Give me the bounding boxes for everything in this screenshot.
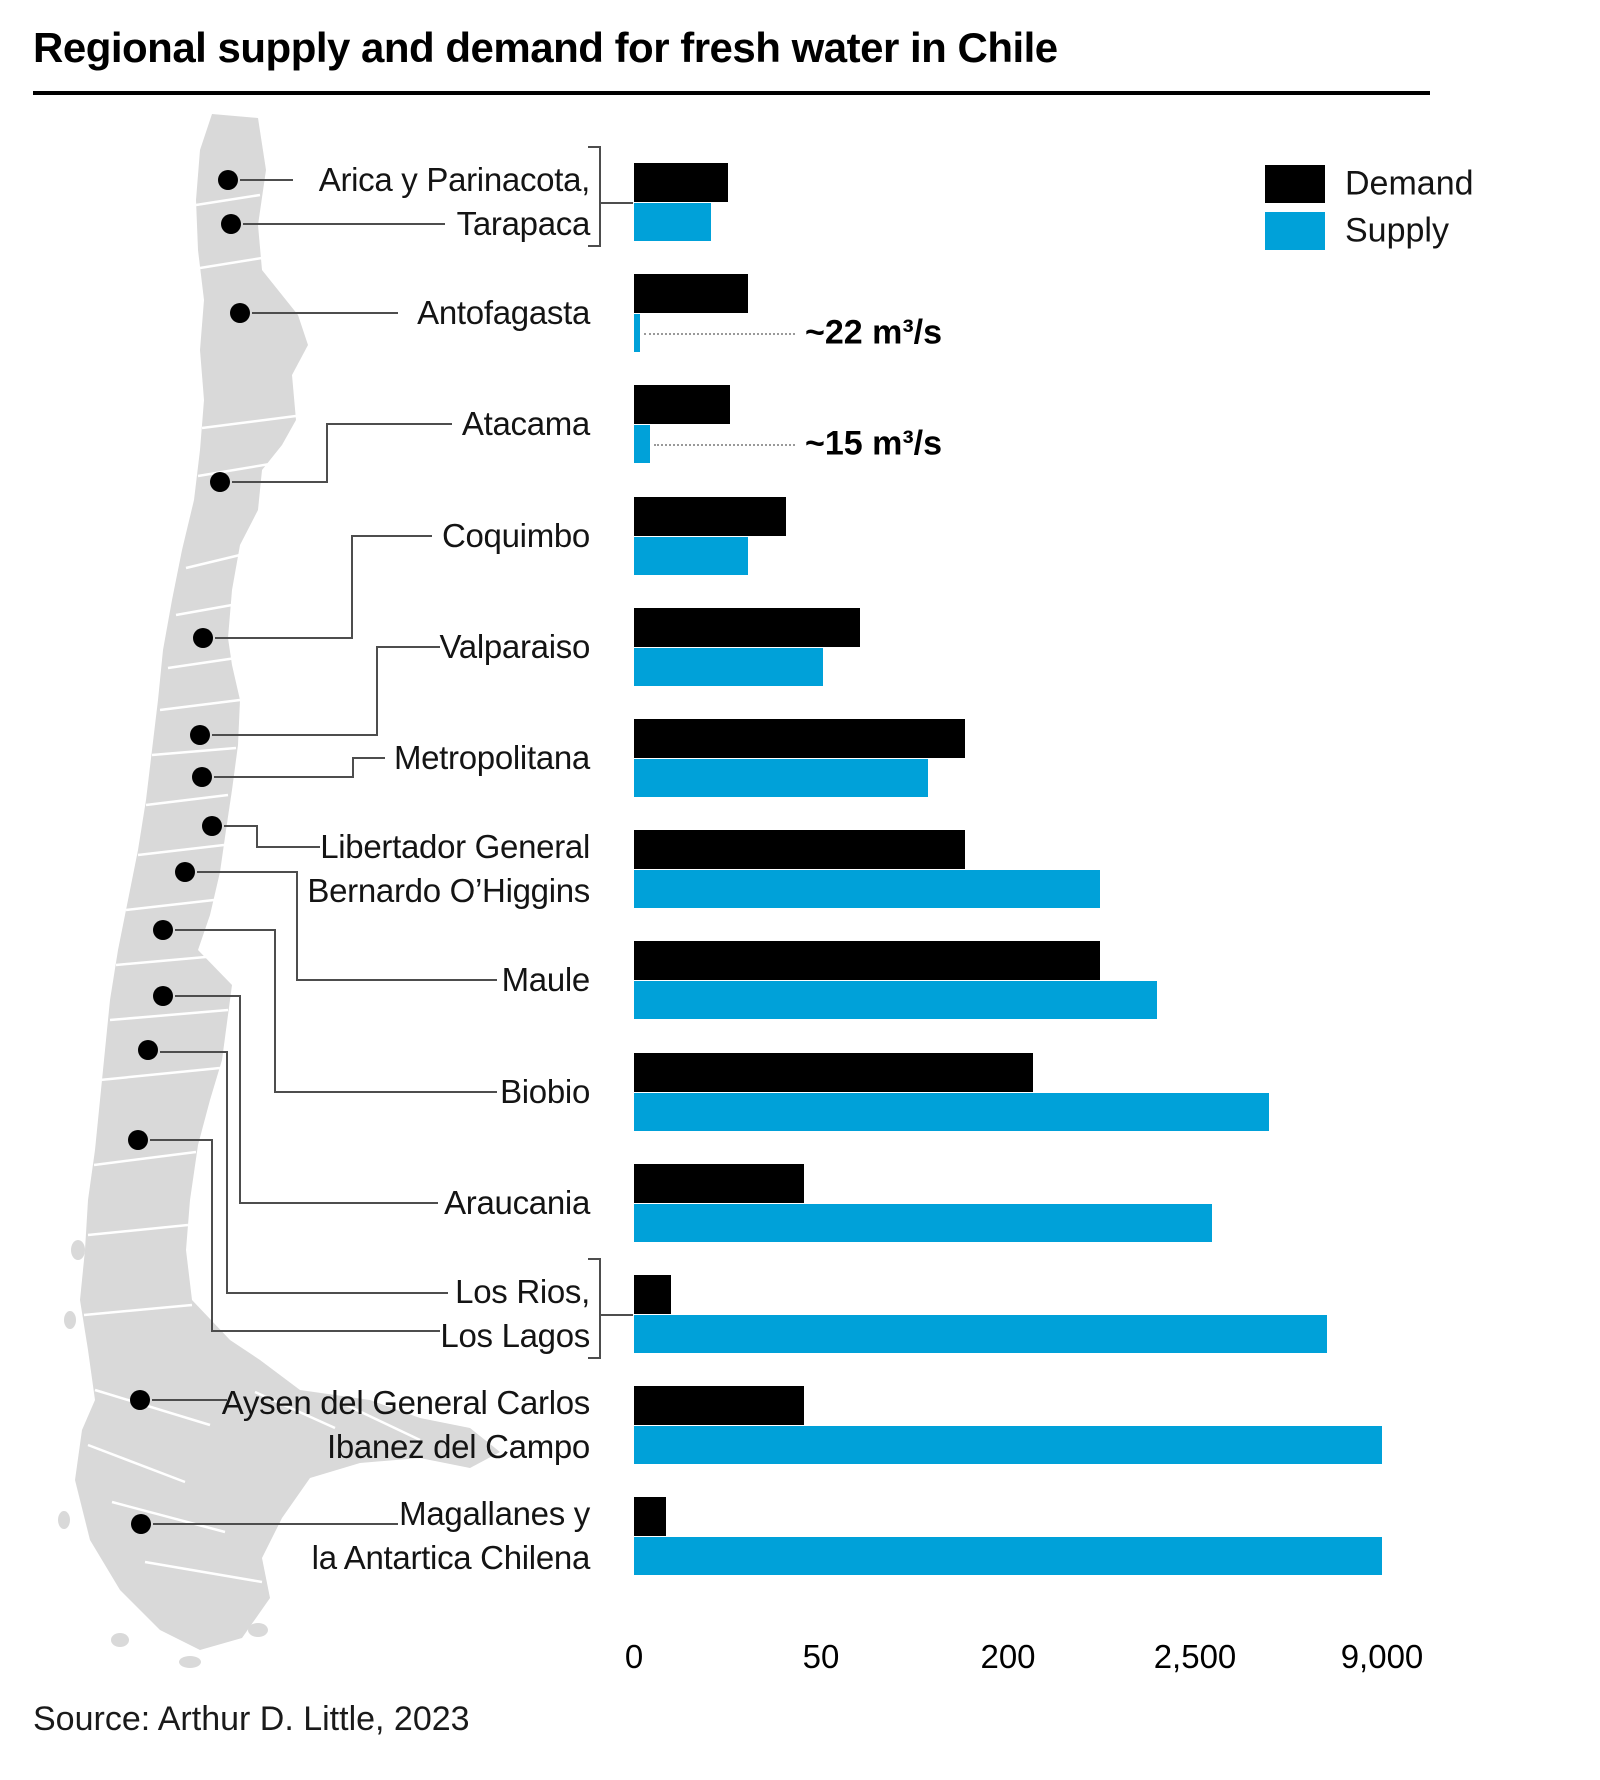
x-axis-tick-label: 2,500 (1153, 1638, 1237, 1675)
supply-bar (634, 648, 823, 686)
region-dot (192, 767, 212, 787)
label-bracket (588, 146, 633, 247)
region-callout-line (160, 1051, 448, 1294)
label-bracket (588, 1258, 633, 1359)
region-callout-line (232, 423, 452, 483)
region-callout-line (197, 871, 497, 981)
demand-bar (634, 719, 965, 758)
region-label: Atacama (461, 405, 590, 442)
map-islands (58, 1240, 268, 1668)
annotation-value: ~22 m³/s (805, 313, 943, 352)
supply-bar (634, 1204, 1212, 1242)
x-axis-tick-label: 9,000 (1340, 1638, 1424, 1675)
region-dot (190, 725, 210, 745)
page-title: Regional supply and demand for fresh wat… (33, 24, 1058, 71)
region-label: Araucania (444, 1184, 590, 1221)
region-dot (175, 862, 195, 882)
legend-supply-swatch (1265, 212, 1325, 250)
region-label: Coquimbo (441, 517, 590, 554)
demand-bar (634, 163, 728, 202)
region-label: Arica y Parinacota, Tarapaca (318, 161, 591, 242)
x-axis-tick-label: 50 (802, 1638, 840, 1675)
demand-bar (634, 1164, 804, 1203)
supply-bar (634, 981, 1157, 1019)
region-label: Antofagasta (417, 294, 590, 331)
region-label: Metropolitana (393, 739, 590, 776)
annotation-value: ~15 m³/s (805, 424, 943, 463)
region-dot (153, 920, 173, 940)
region-dot (202, 816, 222, 836)
region-callout-line (175, 995, 438, 1204)
demand-bar (634, 1386, 804, 1425)
supply-bar (634, 1315, 1327, 1353)
demand-bar (634, 385, 730, 424)
region-label: Magallanes y la Antartica Chilena (311, 1495, 591, 1576)
demand-bar (634, 941, 1100, 980)
supply-bar (634, 1426, 1382, 1464)
supply-bar (634, 1537, 1382, 1575)
demand-bar (634, 274, 748, 313)
region-callout-line (215, 535, 432, 639)
x-axis-tick-label: 0 (624, 1638, 644, 1675)
region-dot (131, 1514, 151, 1534)
supply-bar (634, 870, 1100, 908)
legend-demand-swatch (1265, 165, 1325, 203)
supply-bar (634, 759, 928, 797)
demand-bar (634, 1053, 1033, 1092)
region-dot (221, 214, 241, 234)
legend-demand-label: Demand (1345, 164, 1474, 203)
region-label: Aysen del General Carlos Ibanez del Campo (221, 1384, 591, 1465)
title-rule (33, 91, 1430, 95)
annotation-leader-line (654, 444, 795, 446)
demand-bar (634, 1497, 666, 1536)
supply-bar (634, 314, 640, 352)
supply-bar (634, 537, 748, 575)
legend-supply-label: Supply (1345, 211, 1449, 250)
region-dot (218, 170, 238, 190)
supply-bar (634, 425, 650, 463)
demand-bar (634, 1275, 671, 1314)
region-dot (153, 986, 173, 1006)
region-callout-line (224, 825, 320, 848)
demand-bar (634, 608, 860, 647)
demand-bar (634, 830, 965, 869)
annotation-leader-line (644, 333, 795, 335)
region-dot (230, 303, 250, 323)
region-dot (138, 1040, 158, 1060)
map-region-borders (83, 193, 421, 1584)
region-callout-line (175, 929, 497, 1093)
supply-bar (634, 1093, 1269, 1131)
region-label: Maule (501, 961, 591, 998)
region-dot (193, 628, 213, 648)
x-axis-tick-label: 200 (980, 1638, 1036, 1675)
region-label: Los Rios, Los Lagos (440, 1273, 590, 1354)
region-label: Biobio (500, 1073, 590, 1110)
supply-bar (634, 203, 711, 241)
region-label: Valparaiso (439, 628, 591, 665)
region-callout-line (212, 646, 440, 736)
region-dot (210, 472, 230, 492)
chile-silhouette (75, 114, 500, 1650)
source-note: Source: Arthur D. Little, 2023 (33, 1700, 470, 1738)
region-dot (128, 1130, 148, 1150)
region-callout-line (150, 1139, 440, 1332)
demand-bar (634, 497, 786, 536)
region-callout-line (214, 757, 385, 778)
region-label: Libertador General Bernardo O’Higgins (307, 828, 590, 909)
region-dot (130, 1390, 150, 1410)
